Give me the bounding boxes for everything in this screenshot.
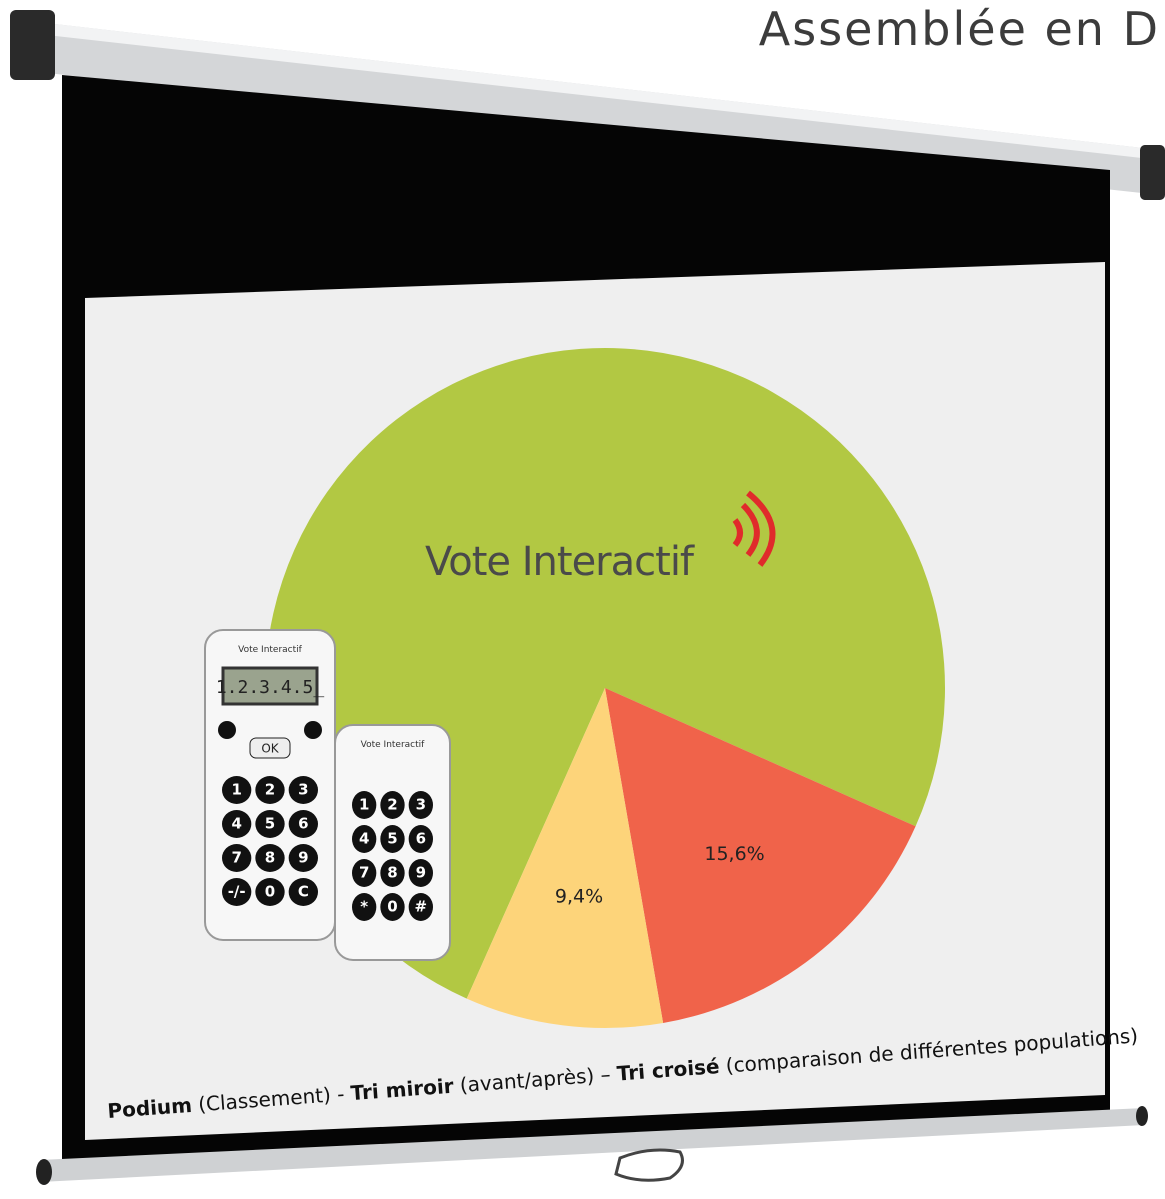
device-key-label: C (298, 883, 309, 901)
device-arrow (218, 721, 236, 739)
device-key-label: 6 (416, 830, 426, 848)
device-key-label: 1 (231, 781, 241, 799)
device-key-label: 2 (387, 796, 397, 814)
device-key-label: 8 (387, 864, 397, 882)
scene: Assemblée en D 15,6% 9,4% Vote Interactif… (0, 0, 1165, 1199)
device-key-label: 4 (231, 815, 241, 833)
logo: Vote Interactif (425, 539, 695, 585)
device-key-label: 7 (359, 864, 369, 882)
device-key-label: * (360, 898, 368, 916)
device-ok: OK (261, 742, 279, 756)
device-brand: Vote Interactif (361, 740, 426, 750)
device-key-label: 5 (387, 830, 397, 848)
device-arrow (304, 721, 322, 739)
value-label: 15,6% (704, 843, 764, 865)
device-key-label: 5 (265, 815, 275, 833)
device-key-label: 7 (231, 849, 241, 867)
device-key-label: 6 (298, 815, 308, 833)
device-key-label: 0 (387, 898, 397, 916)
device-key-label: 9 (416, 864, 426, 882)
device-key-label: 8 (265, 849, 275, 867)
bottom-endcap-left (36, 1159, 52, 1185)
device-key-label: 9 (298, 849, 308, 867)
device-key-label: 3 (416, 796, 426, 814)
device-key-label: 4 (359, 830, 369, 848)
bottom-endcap-right (1136, 1106, 1148, 1126)
device-key-label: -/- (228, 883, 246, 901)
device-key-label: # (415, 898, 428, 916)
device-key-label: 2 (265, 781, 275, 799)
top-endcap-left (10, 10, 55, 80)
device-display: 1.2.3.4.5_ (216, 677, 325, 698)
top-endcap-right (1140, 145, 1165, 200)
device-key-label: 3 (298, 781, 308, 799)
page: {"header": {"title": "Assemblée en D"}, … (0, 0, 1165, 1199)
device-brand: Vote Interactif (238, 645, 303, 655)
device-key-label: 1 (359, 796, 369, 814)
value-label: 9,4% (555, 886, 603, 908)
pull-handle (616, 1150, 682, 1180)
header-title: Assemblée en D (759, 2, 1160, 56)
device-key-label: 0 (265, 883, 275, 901)
